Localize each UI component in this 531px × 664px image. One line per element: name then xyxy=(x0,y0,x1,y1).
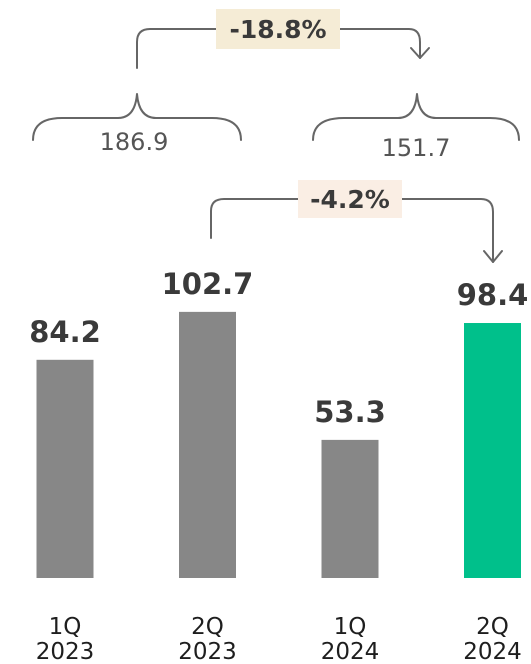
tick-quarter-1q-2024: 1Q xyxy=(334,614,367,640)
tick-quarter-2q-2023: 2Q xyxy=(191,614,224,640)
bar-1q-2024 xyxy=(321,439,379,578)
change-quarter-label: -4.2% xyxy=(310,185,390,214)
brace-1h-2024 xyxy=(312,93,520,141)
change-half-year-label: -18.8% xyxy=(229,15,326,44)
bar-2q-2023 xyxy=(179,311,236,578)
brace-1h-2023 xyxy=(32,93,242,141)
tick-year-1q-2024: 2024 xyxy=(321,639,380,664)
bar-2q-2024 xyxy=(464,323,521,578)
tick-year-1q-2023: 2023 xyxy=(36,639,95,664)
arrowhead-half-year-change xyxy=(410,47,430,59)
value-label-2q-2024: 98.4 xyxy=(457,278,529,312)
half-year-totals: 186.9 151.7 xyxy=(32,93,520,162)
arrowhead-quarter-change xyxy=(483,250,503,263)
value-label-2q-2023: 102.7 xyxy=(162,267,254,301)
tick-year-2q-2024: 2024 xyxy=(463,639,522,664)
tick-quarter-2q-2024: 2Q xyxy=(476,614,509,640)
value-label-1q-2024: 53.3 xyxy=(314,395,386,429)
value-label-1q-2023: 84.2 xyxy=(29,315,101,349)
total-1h-2024-label: 151.7 xyxy=(382,134,451,162)
change-quarter-badge xyxy=(298,180,402,218)
bar-1q-2023 xyxy=(36,359,94,578)
bars: 84.21Q2023102.72Q202353.31Q202498.42Q202… xyxy=(29,267,528,664)
change-connectors: -18.8% -4.2% xyxy=(136,9,503,263)
change-half-year-badge xyxy=(216,9,340,49)
tick-quarter-1q-2023: 1Q xyxy=(49,614,82,640)
tick-year-2q-2023: 2023 xyxy=(178,639,237,664)
total-1h-2023-label: 186.9 xyxy=(100,128,169,156)
